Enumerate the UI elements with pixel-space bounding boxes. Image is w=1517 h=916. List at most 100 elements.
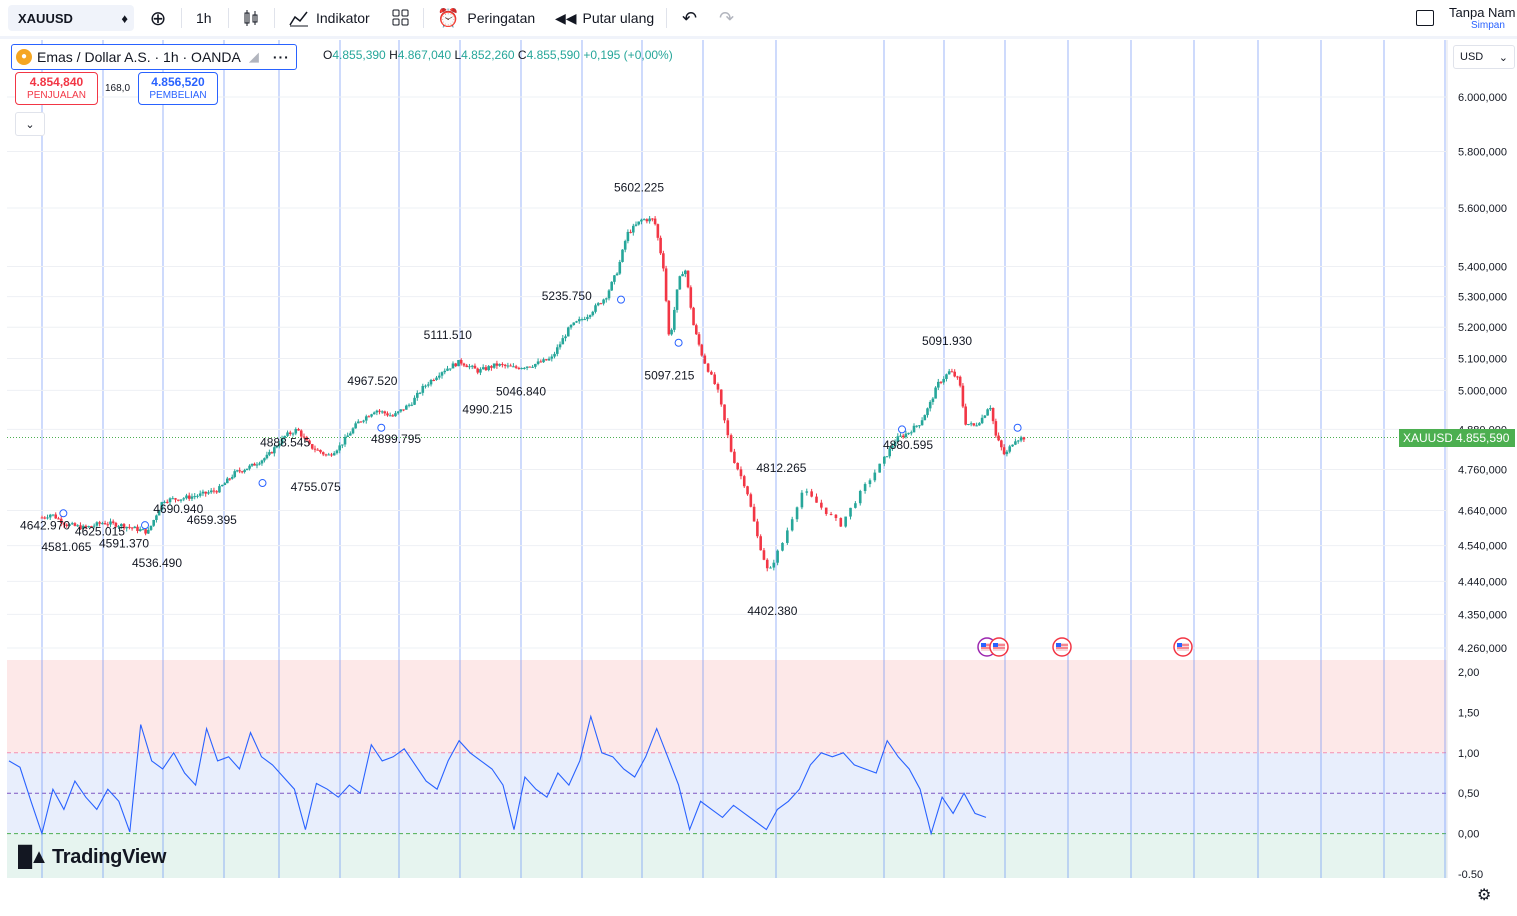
candle-body (165, 501, 169, 503)
indicators-button[interactable]: Indikator (289, 0, 370, 36)
candle-body (854, 503, 857, 508)
oscillator-series (8, 714, 987, 836)
price-label: 5235.750 (542, 289, 592, 303)
symbol-search[interactable]: XAUUSD ♦ (8, 5, 134, 31)
flag-canton (1056, 643, 1061, 647)
divider (228, 8, 229, 28)
candle-body (185, 495, 188, 499)
price-axis-tick: 4.640,000 (1458, 506, 1507, 518)
candle-body (692, 307, 695, 326)
candle-body (263, 458, 266, 461)
candle-body (637, 221, 640, 225)
candle-body (547, 358, 551, 361)
layout-menu[interactable] (1416, 0, 1434, 36)
candle-body (313, 448, 317, 450)
candle-body (824, 507, 828, 514)
candle-body (396, 411, 400, 414)
templates-button[interactable] (392, 0, 410, 36)
candle-body (114, 522, 118, 527)
collapse-legend-button[interactable]: ⌄ (15, 112, 45, 136)
oscillator-axis-tick: 1,50 (1458, 707, 1479, 719)
candle-body (465, 365, 469, 368)
candle-body (65, 524, 69, 527)
undo-icon[interactable]: ↶ (682, 7, 698, 28)
candle-body (230, 476, 234, 479)
price-label: 4690.940 (153, 502, 203, 516)
candle-body (426, 384, 430, 386)
candle-body (670, 329, 673, 335)
candle-body (245, 468, 249, 471)
logo-text: TradingView (51, 846, 167, 868)
candle-body (891, 446, 894, 449)
candle-body (618, 261, 622, 274)
candle-body (964, 406, 967, 425)
candle-body (160, 502, 164, 511)
candle-body (359, 421, 363, 423)
candle-body (626, 231, 630, 242)
candle-body (534, 363, 537, 367)
candle-body (588, 315, 592, 318)
divider (423, 8, 424, 28)
candle-body (190, 496, 194, 499)
candle-body (820, 502, 823, 508)
candle-body (934, 387, 937, 399)
candle-body (278, 443, 281, 447)
candle-body (868, 480, 872, 485)
candle-body (805, 491, 809, 493)
candle-body (580, 319, 584, 321)
price-label: 4591.370 (99, 536, 149, 550)
series-legend[interactable]: ● Emas / Dollar A.S. · 1h · OANDA ◢ ··· (11, 44, 297, 70)
candle-body (92, 525, 96, 527)
candle-body (410, 404, 414, 406)
sell-button[interactable]: 4.854,840 PENJUALAN (15, 72, 98, 105)
divider (274, 8, 275, 28)
candle-body (479, 369, 482, 373)
alerts-button[interactable]: ⏰ Peringatan (437, 0, 535, 36)
candle-body (926, 408, 929, 416)
candle-body (196, 495, 199, 497)
sell-label: PENJUALAN (27, 90, 86, 101)
add-symbol-icon[interactable]: ⊕ (149, 7, 167, 30)
diamond-icon[interactable]: ♦ (121, 10, 128, 26)
tradingview-logo[interactable]: █▲ TradingView (18, 846, 166, 869)
candle-body (319, 449, 322, 453)
layout-name[interactable]: Tanpa Nam Simpan (1449, 5, 1517, 31)
candle-body (1002, 447, 1006, 455)
candle-body (765, 559, 769, 569)
candle-body (795, 507, 799, 520)
candle-body (514, 366, 518, 368)
candle-body (839, 518, 843, 527)
currency-select[interactable]: USD ⌄ (1453, 45, 1515, 69)
candle-body (283, 435, 287, 438)
candle-body (572, 322, 576, 326)
more-icon[interactable]: ··· (272, 49, 290, 65)
buy-button[interactable]: 4.856,520 PEMBELIAN (138, 72, 218, 105)
redo-icon[interactable]: ↷ (719, 7, 735, 28)
replay-button[interactable]: ◀◀ Putar ulang (555, 0, 654, 36)
candle-body (893, 441, 897, 447)
candle-body (111, 521, 115, 523)
candle-body (523, 367, 526, 369)
candle-body (528, 366, 532, 368)
candle-body (316, 449, 320, 451)
price-axis[interactable]: 6.000,000 5.800,000 5.600,000 5.400,000 5.30… (1458, 92, 1507, 655)
candle-body (1016, 440, 1020, 442)
session-marker (898, 425, 906, 434)
candle-body (684, 270, 687, 275)
economic-events[interactable] (977, 637, 1193, 657)
candle-body (858, 490, 862, 504)
candle-body (212, 490, 216, 492)
flag-icon[interactable]: ◢ (248, 49, 259, 64)
candle-body (591, 311, 595, 316)
chart-type-button[interactable] (242, 0, 260, 36)
candle-body (157, 510, 161, 516)
candle-body (435, 377, 438, 381)
candle-body (991, 408, 995, 422)
settings-icon[interactable]: ⚙ (1477, 887, 1492, 904)
interval-button[interactable]: 1h (196, 0, 212, 36)
oscillator-axis[interactable]: 2,00 1,50 1,00 0,50 0,00 -0,50 (1458, 667, 1483, 878)
candle-body (138, 529, 142, 532)
candle-body (437, 375, 441, 378)
candle-body (354, 423, 357, 429)
